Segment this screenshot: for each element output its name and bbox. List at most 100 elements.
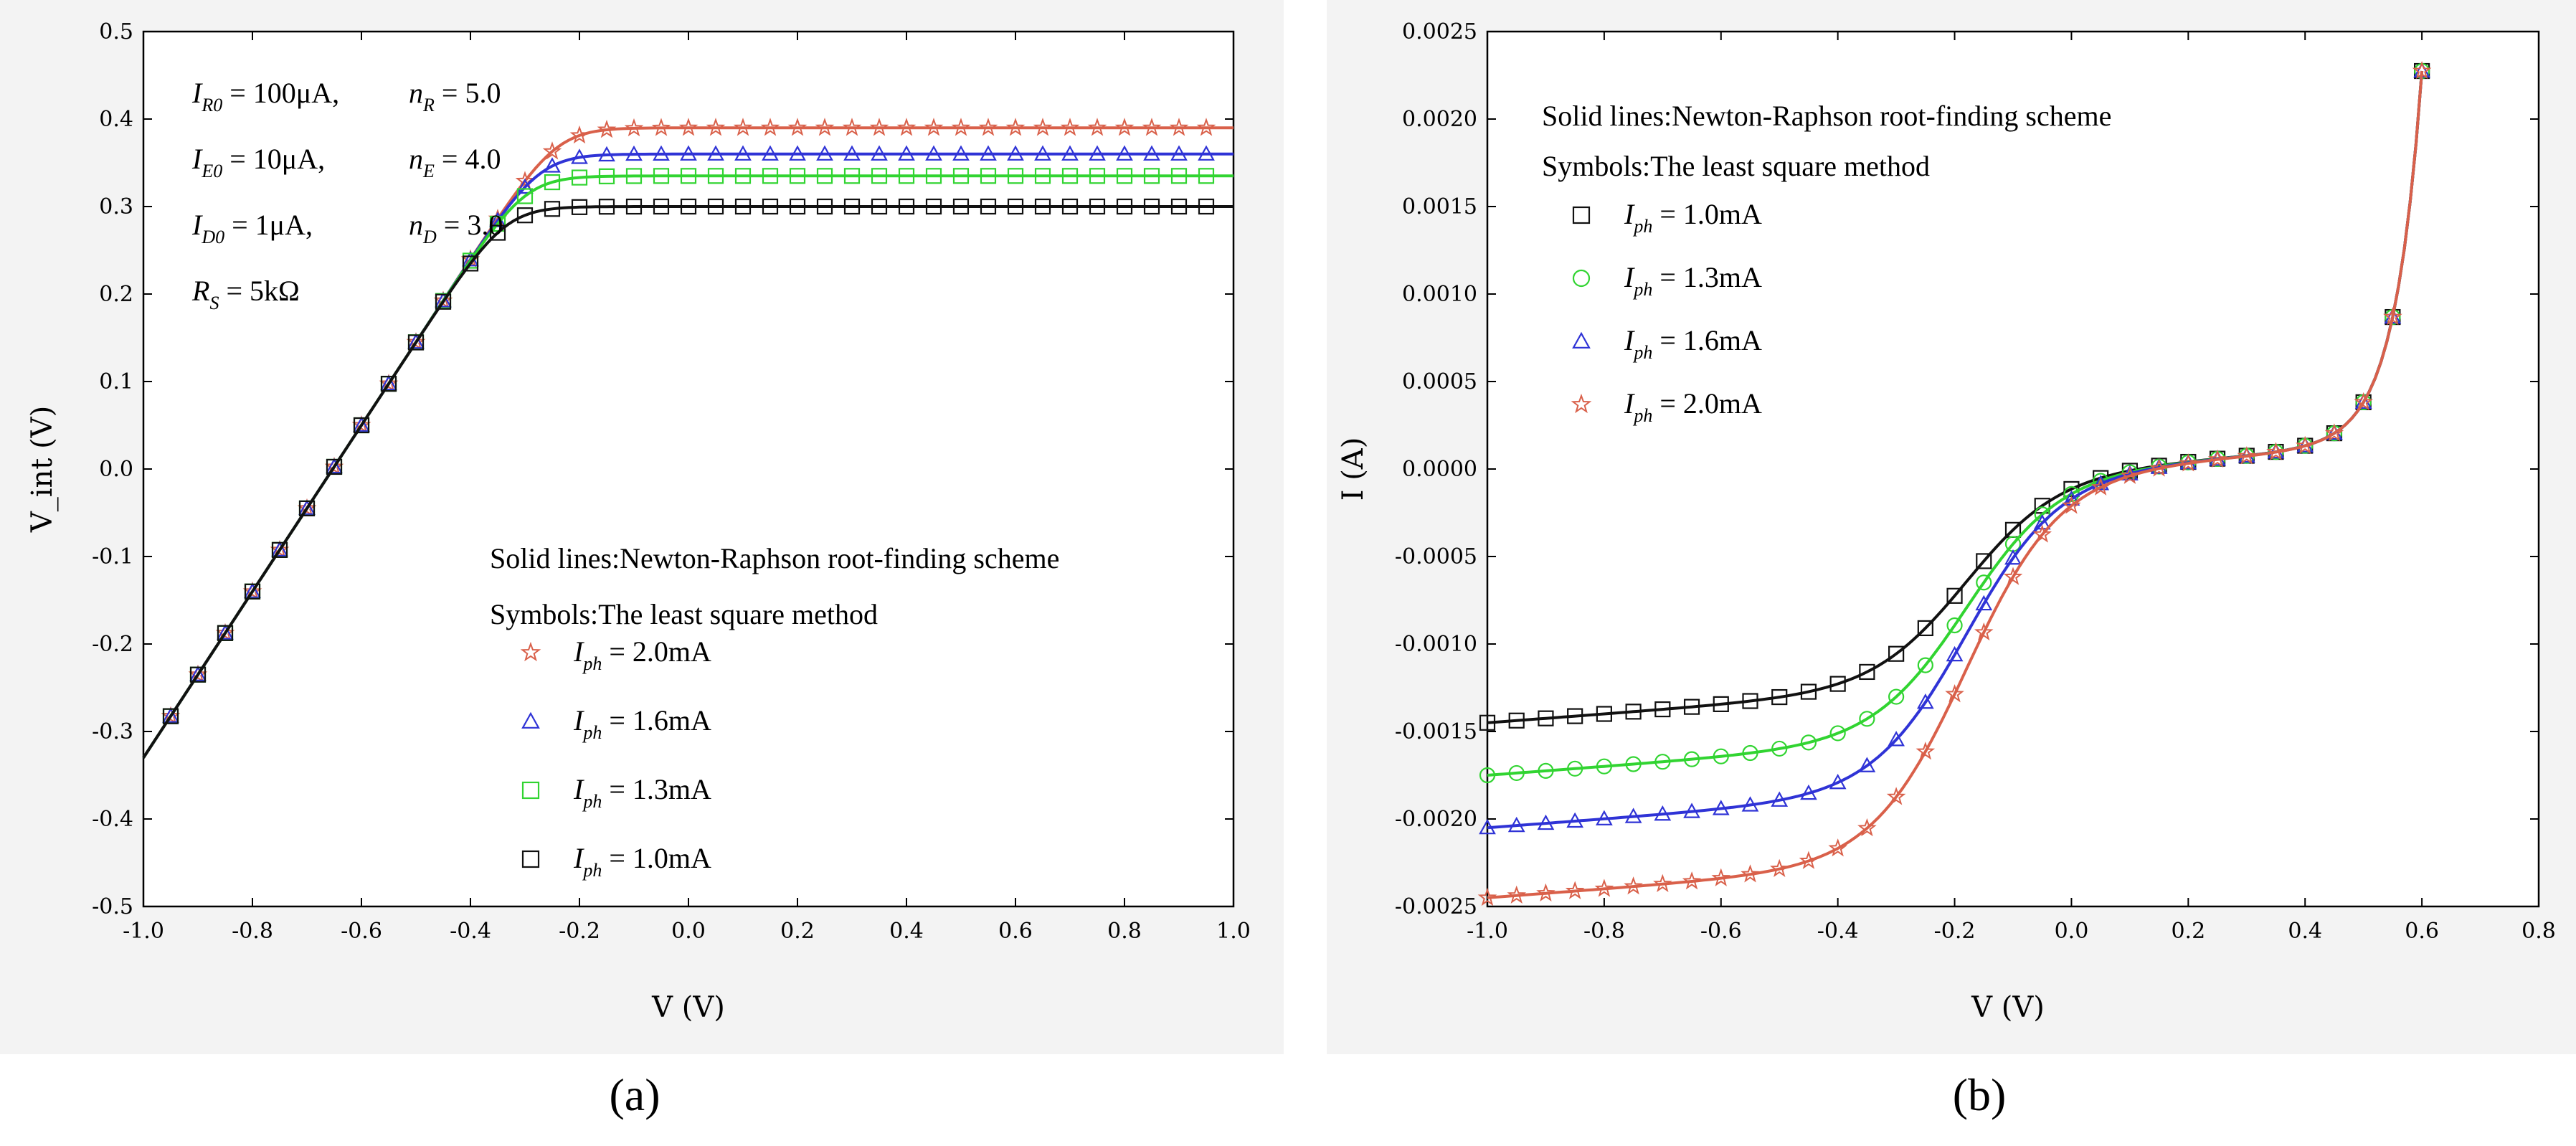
chart-a-y-tick-label: -0.4 — [92, 807, 133, 832]
chart-a-y-tick-label: 0.4 — [99, 107, 133, 132]
chart-a-point — [680, 168, 697, 184]
chart-b-point — [1858, 757, 1876, 772]
chart-a-point — [244, 582, 261, 598]
chart-b-x-tick-label: 0.2 — [2171, 919, 2205, 944]
chart-b-x-tick-label: -1.0 — [1467, 919, 1508, 944]
chart-b-point — [1974, 622, 1994, 641]
chart-a-point — [571, 148, 588, 164]
chart-a-point — [653, 168, 670, 184]
chart-a-point — [843, 198, 861, 215]
chart-a-point — [1034, 145, 1051, 161]
chart-b-point — [1946, 587, 1963, 604]
chart-a-point — [189, 666, 207, 683]
chart-a-point — [215, 622, 235, 641]
chart-a-point — [1089, 168, 1106, 184]
chart-b-point — [1565, 881, 1585, 899]
chart-a-point — [762, 198, 779, 215]
chart-a-param-value: nR = 5.0 — [409, 77, 501, 115]
chart-a-param-value: nE = 4.0 — [409, 143, 501, 181]
chart-b-point — [2266, 442, 2286, 460]
chart-b-point — [1800, 734, 1817, 751]
chart-a-point — [951, 118, 971, 136]
chart-a-point — [351, 415, 371, 434]
chart-a-point — [407, 334, 425, 351]
chart-a-point — [1143, 168, 1160, 184]
chart-b-point — [1566, 812, 1584, 828]
chart-a-point — [271, 541, 288, 557]
chart-a-point — [653, 198, 670, 215]
chart-a-point — [598, 168, 615, 184]
chart-a-point — [1170, 198, 1188, 215]
chart-a-point — [326, 458, 343, 475]
chart-a-point — [1169, 118, 1189, 136]
chart-a-point — [162, 707, 179, 723]
chart-b-point — [1771, 740, 1788, 757]
chart-b-x-tick-label: -0.4 — [1817, 919, 1859, 944]
chart-a-point — [406, 332, 426, 351]
chart-b-point — [2003, 567, 2023, 585]
chart-b-point — [1654, 754, 1671, 770]
chart-a-point — [1060, 118, 1080, 136]
chart-a-y-tick-label: 0.5 — [99, 19, 133, 44]
chart-a-legend-marker — [521, 711, 540, 729]
chart-b-y-tick-label: 0.0020 — [1402, 107, 1477, 132]
chart-b-point — [1945, 684, 1964, 703]
chart-a-point — [1143, 145, 1160, 161]
chart-a-point — [1170, 168, 1188, 184]
chart-a-point — [1034, 168, 1051, 184]
chart-b-point — [2412, 61, 2432, 80]
chart-a-point — [789, 198, 806, 215]
chart-a-point — [516, 178, 534, 194]
chart-a-point — [1061, 198, 1079, 215]
chart-a-point — [678, 118, 699, 136]
chart-b-point — [2120, 465, 2140, 484]
chart-b-point — [1596, 758, 1612, 775]
chart-a-series-line — [142, 205, 1233, 759]
chart-a-x-tick-label: -0.6 — [341, 919, 382, 944]
chart-b-y-tick-label: -0.0015 — [1395, 719, 1477, 744]
chart-a-point — [842, 118, 862, 136]
chart-a-point — [515, 171, 535, 189]
chart-a-point — [1198, 168, 1215, 184]
chart-a-point — [787, 118, 808, 136]
chart-a-point — [1034, 198, 1051, 215]
chart-b-legend-marker — [1571, 393, 1592, 414]
chart-a-y-tick-label: -0.1 — [92, 544, 133, 569]
chart-a-point — [353, 417, 370, 434]
chart-b-point — [1976, 574, 1992, 591]
chart-b-point — [1888, 731, 1905, 747]
chart-a-y-tick-label: -0.5 — [92, 894, 133, 919]
chart-a-point — [597, 119, 617, 138]
chart-a-point — [952, 198, 970, 215]
chart-b-point — [1596, 706, 1612, 722]
chart-b-point — [1536, 883, 1555, 902]
chart-a-point — [680, 145, 697, 161]
chart-a-point — [1198, 145, 1215, 161]
chart-b-point — [1625, 756, 1642, 772]
chart-b-point — [1975, 595, 1993, 611]
chart-a-point — [871, 168, 888, 184]
chart-a-y-tick-label: 0.0 — [99, 457, 133, 482]
chart-a-point — [1007, 198, 1024, 215]
chart-a-point — [380, 374, 397, 391]
chart-b-legend-marker — [1572, 269, 1591, 288]
chart-a-point — [1005, 118, 1026, 136]
panel-b-label: (b) — [1953, 1069, 2007, 1120]
chart-a-point — [1198, 198, 1215, 215]
chart-a-point — [298, 500, 316, 517]
chart-a-legend-label: Iph = 1.6mA — [573, 704, 711, 743]
chart-a-point — [762, 145, 779, 161]
chart-a-point — [707, 198, 724, 215]
chart-a-point — [925, 145, 942, 161]
chart-a-note: Symbols:The least square method — [490, 598, 878, 630]
chart-a-point — [242, 581, 262, 600]
chart-b-series-line — [1487, 70, 2424, 899]
chart-b-point — [1653, 873, 1672, 893]
chart-b-point — [1477, 887, 1497, 906]
chart-b-point — [1507, 885, 1527, 904]
chart-b-point — [1538, 710, 1554, 726]
chart-b-point — [2237, 446, 2256, 465]
chart-b-point — [1624, 876, 1643, 895]
chart-b-point — [1800, 784, 1817, 800]
chart-a-point — [407, 333, 425, 349]
